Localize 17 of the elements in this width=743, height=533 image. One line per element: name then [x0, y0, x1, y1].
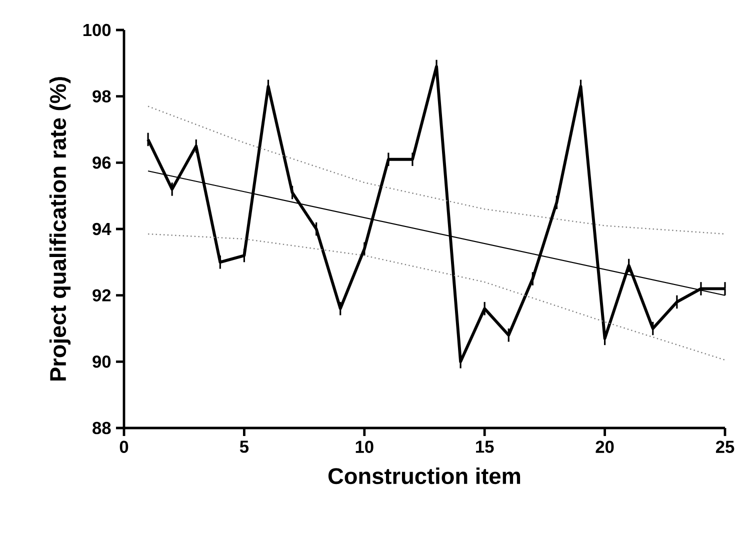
x-tick-label: 10: [356, 440, 374, 453]
y-tick-label: 90: [92, 356, 111, 368]
x-tick-label: 15: [476, 440, 494, 453]
line-series: [147, 233, 726, 361]
line-series: [147, 106, 726, 235]
y-tick-label: 92: [92, 289, 111, 302]
x-tick-label: 25: [716, 440, 734, 453]
y-tick-label: 88: [92, 422, 111, 434]
y-tick-label: 94: [92, 222, 112, 236]
y-tick-label: 98: [92, 90, 111, 102]
x-tick-label: 5: [240, 440, 249, 453]
x-axis-title: Construction item: [328, 467, 520, 484]
y-tick-label: 100: [83, 24, 111, 36]
x-tick-label: 0: [120, 440, 128, 453]
y-axis-title: Project qualification rate (%): [49, 77, 71, 380]
x-tick-label: 20: [596, 440, 614, 453]
y-tick-label: 96: [92, 156, 111, 169]
